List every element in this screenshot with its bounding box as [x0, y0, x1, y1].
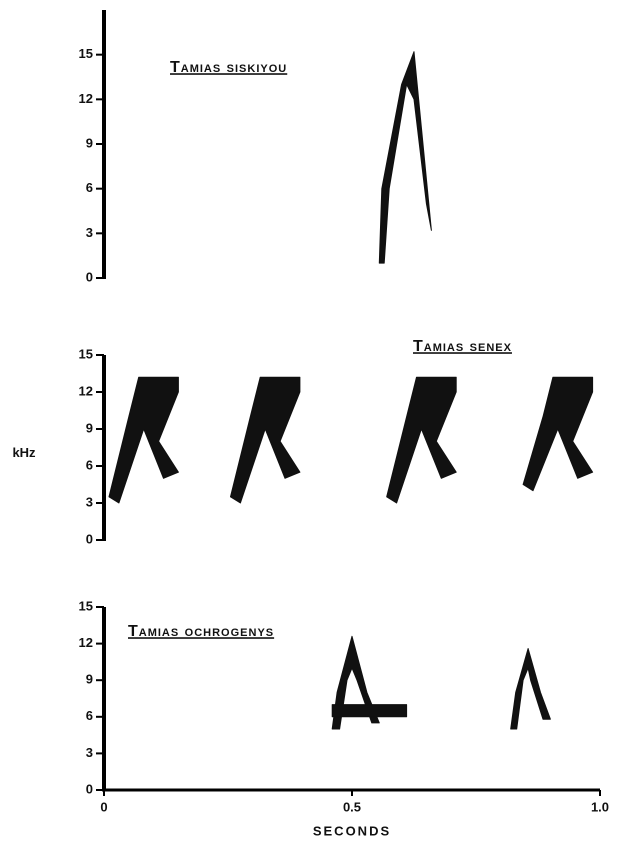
y-tick-label: 3	[86, 494, 93, 509]
panel-title: Tamias ochrogenys	[128, 623, 274, 640]
y-tick-label: 6	[86, 708, 93, 723]
y-tick-label: 0	[86, 531, 93, 546]
y-tick-label: 12	[79, 91, 93, 106]
y-tick-label: 3	[86, 225, 93, 240]
call-contour	[230, 376, 301, 504]
y-tick-label: 9	[86, 420, 93, 435]
y-tick-label: 0	[86, 269, 93, 284]
call-contour	[510, 648, 551, 730]
call-contour	[386, 376, 457, 504]
y-tick-label: 0	[86, 781, 93, 796]
call-contour	[378, 51, 432, 264]
y-axis-label: kHz	[12, 445, 36, 460]
y-tick-label: 15	[79, 346, 93, 361]
call-contour	[108, 376, 179, 504]
y-tick-label: 9	[86, 135, 93, 150]
x-tick-label: 0	[100, 799, 107, 814]
y-tick-label: 12	[79, 383, 93, 398]
y-tick-label: 9	[86, 672, 93, 687]
panel-title: Tamias siskiyou	[170, 59, 287, 76]
call-contour	[522, 376, 594, 492]
x-tick-label: 0.5	[343, 799, 361, 814]
y-tick-label: 6	[86, 457, 93, 472]
panel-title: Tamias senex	[413, 338, 512, 355]
x-axis-label: SECONDS	[313, 823, 391, 838]
y-tick-label: 3	[86, 745, 93, 760]
x-tick-label: 1.0	[591, 799, 609, 814]
call-contour	[331, 704, 408, 718]
y-tick-label: 6	[86, 180, 93, 195]
y-tick-label: 12	[79, 635, 93, 650]
y-tick-label: 15	[79, 598, 93, 613]
y-tick-label: 15	[79, 46, 93, 61]
